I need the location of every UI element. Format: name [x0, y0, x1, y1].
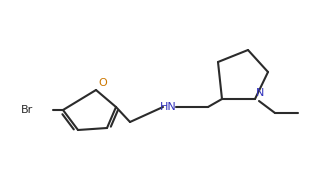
Text: HN: HN: [160, 102, 176, 112]
Text: N: N: [256, 88, 264, 98]
Text: O: O: [98, 78, 107, 88]
Text: Br: Br: [21, 105, 33, 115]
